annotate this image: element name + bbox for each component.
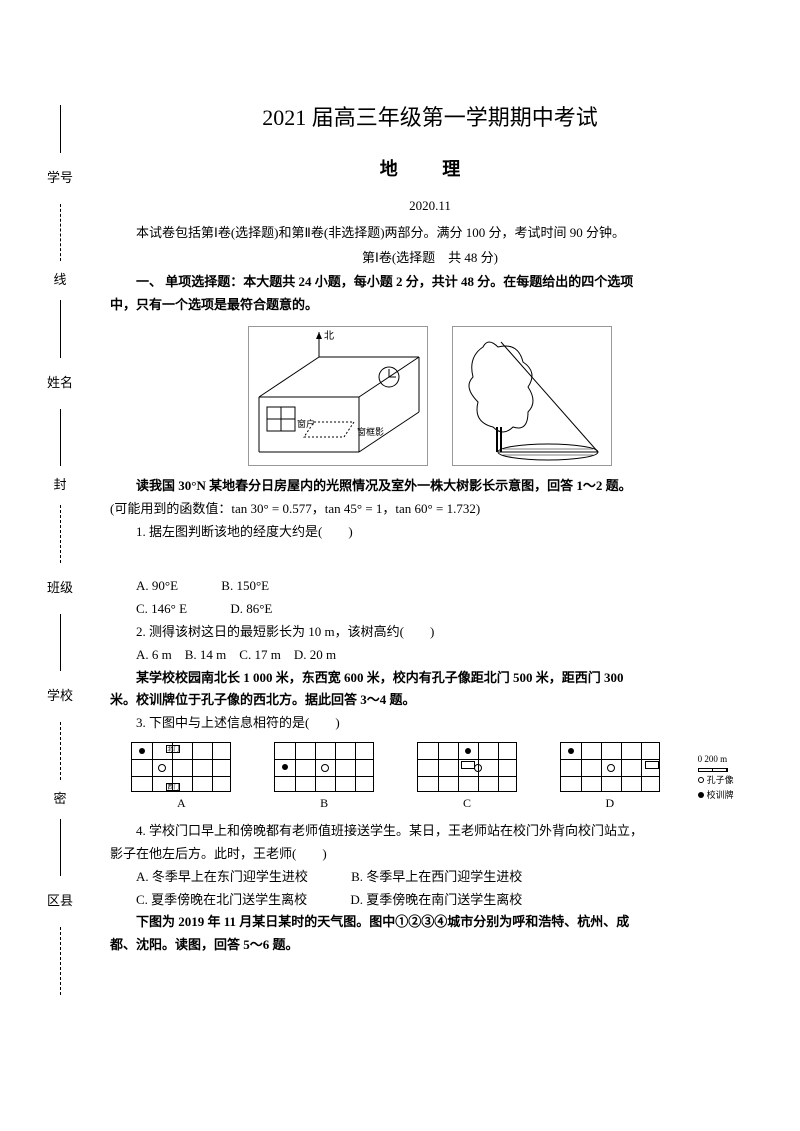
exam-date: 2020.11 [110, 196, 750, 217]
passage1-intro: 读我国 30°N 某地春分日房屋内的光照情况及室外一株大树影长示意图，回答 1～… [110, 476, 750, 497]
q1-options-row1: A. 90°E B. 150°E [110, 576, 750, 597]
q4-optB: B. 冬季早上在西门迎学生进校 [351, 867, 522, 888]
section1-title: 第Ⅰ卷(选择题 共 48 分) [110, 248, 750, 269]
map-label-C: C [412, 794, 522, 813]
q4-options-row2: C. 夏季傍晚在北门送学生离校 D. 夏季傍晚在南门送学生离校 [110, 890, 750, 911]
seal-feng: 封 [53, 475, 66, 496]
map-options-row: 北门 西门 A B [110, 742, 750, 813]
q4-stem2: 影子在他左后方。此时，王老师( ) [110, 844, 750, 865]
map-label-D: D [555, 794, 665, 813]
svg-text:窗户: 窗户 [297, 418, 315, 429]
exam-description: 本试卷包括第Ⅰ卷(选择题)和第Ⅱ卷(非选择题)两部分。满分 100 分，考试时间… [110, 223, 750, 244]
binding-margin: 学号 线 姓名 封 班级 学校 密 区县 [30, 100, 90, 1000]
tree-diagram [452, 326, 612, 466]
q1-optB: B. 150°E [221, 576, 269, 597]
passage1-hint: (可能用到的函数值：tan 30° = 0.577，tan 45° = 1，ta… [110, 499, 750, 520]
passage3-line2: 都、沈阳。读图，回答 5～6 题。 [110, 935, 750, 956]
map-option-B: B [269, 742, 379, 813]
figure-row-1: 北 窗户 窗框影 [110, 326, 750, 466]
q1-options-row2: C. 146° E D. 86°E [110, 599, 750, 620]
binding-label-xuexiao: 学校 [47, 686, 73, 707]
q4-optA: A. 冬季早上在东门迎学生进校 [136, 867, 308, 888]
binding-label-quxian: 区县 [47, 891, 73, 912]
exam-subject: 地 理 [110, 155, 750, 184]
map-option-A: 北门 西门 A [126, 742, 236, 813]
q4-optD: D. 夏季傍晚在南门送学生离校 [350, 890, 522, 911]
map-label-B: B [269, 794, 379, 813]
instruction-line2: 中，只有一个选项是最符合题意的。 [110, 295, 750, 316]
q1-optC: C. 146° E [136, 599, 187, 620]
q1-optA: A. 90°E [136, 576, 178, 597]
map-label-A: A [126, 794, 236, 813]
q2-stem: 2. 测得该树这日的最短影长为 10 m，该树高约( ) [110, 622, 750, 643]
map-legend: 0 200 m 孔子像 校训牌 [698, 751, 734, 803]
passage3-line1: 下图为 2019 年 11 月某日某时的天气图。图中①②③④城市分别为呼和浩特、… [110, 912, 750, 933]
legend-xiaoxun: 校训牌 [707, 788, 734, 802]
map-option-D: D [555, 742, 665, 813]
exam-title: 2021 届高三年级第一学期期中考试 [110, 100, 750, 135]
passage2-line2: 米。校训牌位于孔子像的西北方。据此回答 3～4 题。 [110, 690, 750, 711]
q4-stem: 4. 学校门口早上和傍晚都有老师值班接送学生。某日，王老师站在校门外背向校门站立… [110, 821, 750, 842]
binding-label-banji: 班级 [47, 578, 73, 599]
q2-options: A. 6 m B. 14 m C. 17 m D. 20 m [110, 645, 750, 666]
svg-text:窗框影: 窗框影 [357, 426, 384, 437]
instruction-line1: 一、 单项选择题：本大题共 24 小题，每小题 2 分，共计 48 分。在每题给… [110, 272, 750, 293]
q4-optC: C. 夏季傍晚在北门送学生离校 [136, 890, 307, 911]
document-content: 2021 届高三年级第一学期期中考试 地 理 2020.11 本试卷包括第Ⅰ卷(… [110, 100, 750, 958]
passage2-line1: 某学校校园南北长 1 000 米，东西宽 600 米，校内有孔子像距北门 500… [110, 668, 750, 689]
q1-stem: 1. 据左图判断该地的经度大约是( ) [110, 522, 750, 543]
north-label: 北 [324, 330, 334, 342]
house-diagram: 北 窗户 窗框影 [248, 326, 428, 466]
map-option-C: C [412, 742, 522, 813]
q4-options-row1: A. 冬季早上在东门迎学生进校 B. 冬季早上在西门迎学生进校 [110, 867, 750, 888]
binding-label-xuehao: 学号 [47, 168, 73, 189]
seal-xian: 线 [53, 270, 66, 291]
q1-optD: D. 86°E [230, 599, 272, 620]
binding-label-xingming: 姓名 [47, 373, 73, 394]
seal-mi: 密 [53, 789, 66, 810]
q3-stem: 3. 下图中与上述信息相符的是( ) [110, 713, 750, 734]
legend-kongzi: 孔子像 [707, 773, 734, 787]
